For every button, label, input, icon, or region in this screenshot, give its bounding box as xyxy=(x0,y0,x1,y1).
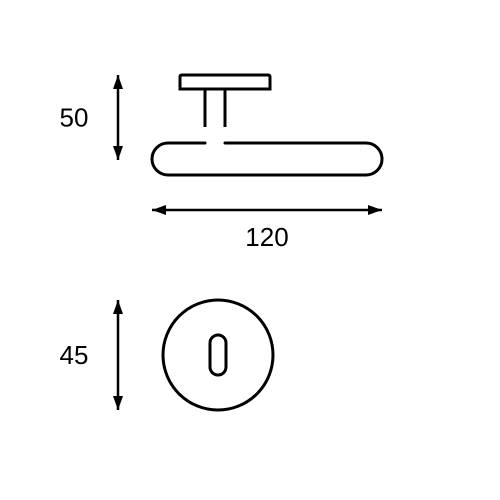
rosette-circle xyxy=(163,300,273,410)
handle-lever xyxy=(152,143,382,175)
arrowhead xyxy=(113,300,123,314)
arrowhead xyxy=(113,75,123,89)
arrowhead xyxy=(113,146,123,160)
arrowhead xyxy=(152,205,166,215)
dim-label-120: 120 xyxy=(245,222,288,252)
handle-top-plate xyxy=(180,75,270,89)
dim-label-45: 45 xyxy=(60,340,89,370)
arrowhead xyxy=(368,205,382,215)
arrowhead xyxy=(113,396,123,410)
dim-label-50: 50 xyxy=(60,103,89,133)
dimension-diagram: 50 120 45 xyxy=(0,0,500,500)
rosette-keyhole xyxy=(210,335,226,375)
